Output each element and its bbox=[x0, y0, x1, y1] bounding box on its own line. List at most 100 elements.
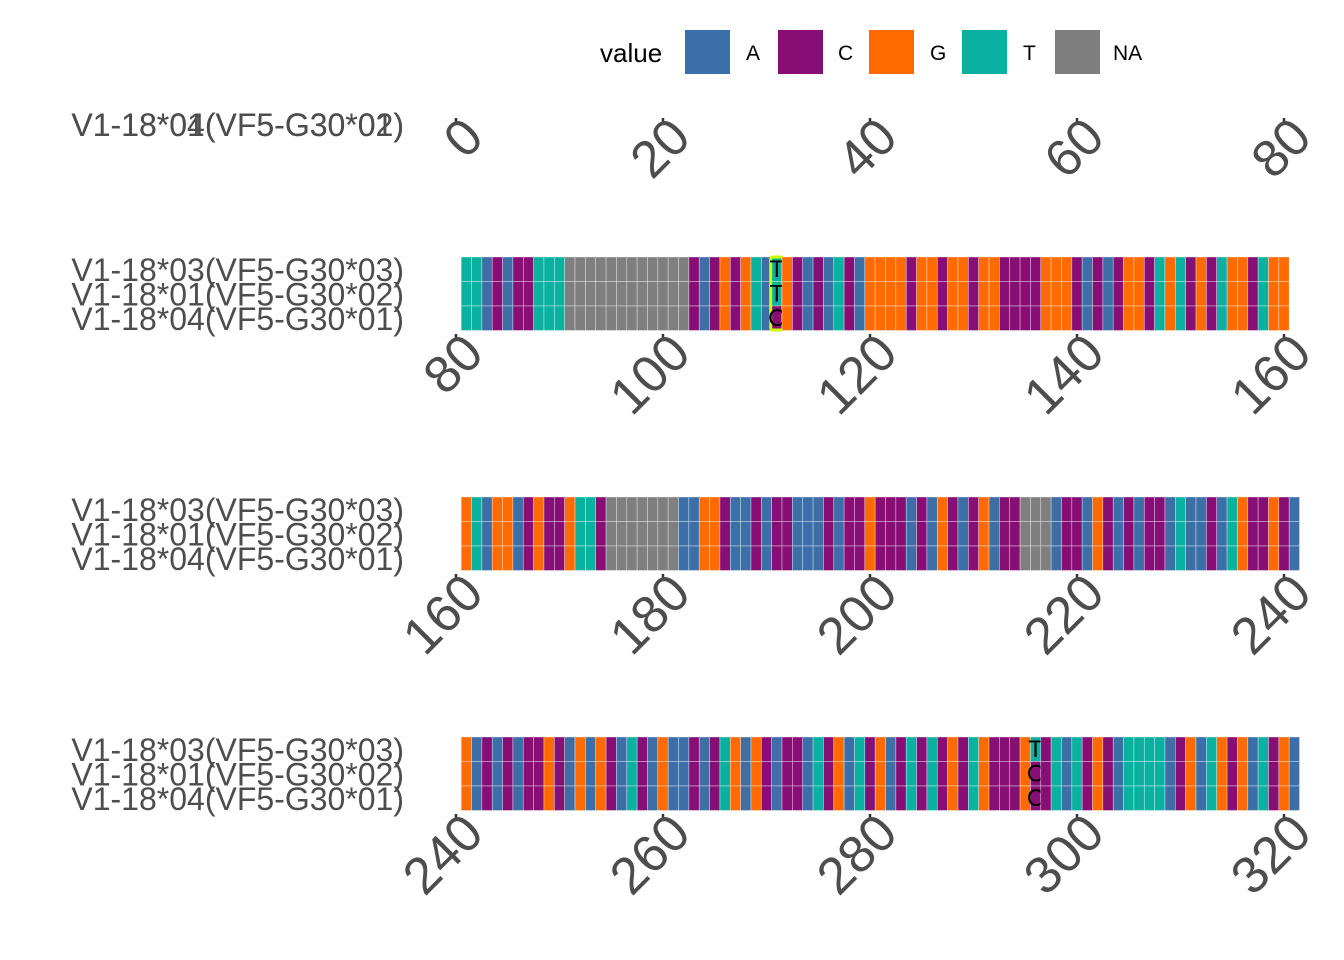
tile-3-239-row1 bbox=[1268, 496, 1280, 522]
tile-4-286-row1 bbox=[926, 736, 938, 762]
tile-4-288-row2 bbox=[947, 761, 959, 787]
tile-3-175-row1 bbox=[605, 496, 617, 522]
tile-2-98-row1 bbox=[636, 256, 648, 282]
tile-4-253-row3 bbox=[585, 785, 597, 811]
tile-4-259-row1 bbox=[647, 736, 659, 762]
tile-2-140-row2 bbox=[1071, 281, 1083, 307]
tile-2-108-row2 bbox=[740, 281, 752, 307]
tile-4-276-row2 bbox=[823, 761, 835, 787]
tile-3-174-row1 bbox=[595, 496, 607, 522]
tile-2-115-row2 bbox=[812, 281, 824, 307]
tile-3-234-row1 bbox=[1216, 496, 1228, 522]
tile-2-96-row2 bbox=[616, 281, 628, 307]
tile-2-127-row2 bbox=[936, 281, 948, 307]
tile-3-161-row1 bbox=[460, 496, 472, 522]
tile-4-312-row3 bbox=[1195, 785, 1207, 811]
tile-2-85-row1 bbox=[502, 256, 514, 282]
x-tick-label: 240 bbox=[1220, 563, 1322, 665]
tile-4-283-row2 bbox=[895, 761, 907, 787]
tile-3-212-row3 bbox=[988, 545, 1000, 571]
tile-4-243-row3 bbox=[481, 785, 493, 811]
tile-2-90-row1 bbox=[554, 256, 565, 282]
x-tick-label: 300 bbox=[1013, 803, 1115, 905]
tile-2-130-row2 bbox=[968, 281, 979, 307]
tile-3-184-row3 bbox=[698, 545, 710, 571]
tile-4-290-row1 bbox=[968, 736, 979, 762]
tile-4-278-row2 bbox=[843, 761, 855, 787]
tile-4-289-row3 bbox=[957, 785, 969, 811]
tile-4-269-row1 bbox=[750, 736, 762, 762]
tile-3-184-row1 bbox=[698, 496, 710, 522]
tile-2-113-row1 bbox=[792, 256, 804, 282]
tile-3-238-row2 bbox=[1257, 521, 1269, 547]
tile-4-249-row3 bbox=[543, 785, 555, 811]
tile-3-168-row1 bbox=[533, 496, 545, 522]
tile-3-187-row1 bbox=[729, 496, 741, 522]
tile-3-190-row3 bbox=[761, 545, 772, 571]
tile-3-223-row1 bbox=[1102, 496, 1114, 522]
tile-4-251-row2 bbox=[564, 761, 576, 787]
x-tick-label: 180 bbox=[599, 563, 701, 665]
tile-4-298-row3 bbox=[1050, 785, 1062, 811]
tile-4-310-row1 bbox=[1175, 736, 1186, 762]
tile-2-81-row3 bbox=[460, 305, 472, 331]
tile-2-100-row2 bbox=[657, 281, 669, 307]
tile-4-273-row2 bbox=[792, 761, 804, 787]
tile-2-116-row1 bbox=[823, 256, 835, 282]
tile-3-228-row3 bbox=[1154, 545, 1166, 571]
tile-4-274-row3 bbox=[802, 785, 814, 811]
tile-4-263-row3 bbox=[688, 785, 700, 811]
tile-3-200-row1 bbox=[864, 496, 876, 522]
tile-2-132-row3 bbox=[988, 305, 1000, 331]
tile-3-163-row3 bbox=[481, 545, 493, 571]
tile-2-131-row1 bbox=[978, 256, 990, 282]
tile-2-137-row1 bbox=[1040, 256, 1052, 282]
row-label: V1-18*04(VF5-G30*01) bbox=[71, 781, 404, 817]
tile-3-218-row2 bbox=[1050, 521, 1062, 547]
x-tick-label: 60 bbox=[1034, 107, 1116, 189]
tile-3-169-row2 bbox=[543, 521, 555, 547]
tile-4-284-row1 bbox=[905, 736, 917, 762]
tile-3-171-row1 bbox=[564, 496, 576, 522]
tile-4-287-row1 bbox=[936, 736, 948, 762]
tile-3-229-row3 bbox=[1164, 545, 1176, 571]
tile-4-263-row2 bbox=[688, 761, 700, 787]
tile-4-313-row2 bbox=[1206, 761, 1218, 787]
tile-2-109-row3 bbox=[750, 305, 762, 331]
tile-4-278-row3 bbox=[843, 785, 855, 811]
tile-2-109-row2 bbox=[750, 281, 762, 307]
tile-2-134-row2 bbox=[1009, 281, 1021, 307]
tile-3-176-row2 bbox=[616, 521, 628, 547]
tile-3-172-row3 bbox=[574, 545, 586, 571]
tile-4-319-row2 bbox=[1268, 761, 1280, 787]
tile-2-156-row3 bbox=[1237, 305, 1249, 331]
tile-2-86-row1 bbox=[512, 256, 524, 282]
tile-3-235-row2 bbox=[1226, 521, 1238, 547]
tile-4-294-row3 bbox=[1009, 785, 1021, 811]
tile-4-280-row1 bbox=[864, 736, 876, 762]
tile-2-133-row3 bbox=[999, 305, 1011, 331]
tile-3-208-row1 bbox=[947, 496, 959, 522]
tile-4-252-row2 bbox=[574, 761, 586, 787]
tile-4-302-row1 bbox=[1092, 736, 1104, 762]
tile-4-251-row3 bbox=[564, 785, 576, 811]
legend-title: value bbox=[600, 38, 662, 68]
tile-4-306-row3 bbox=[1133, 785, 1145, 811]
tile-2-94-row1 bbox=[595, 256, 607, 282]
tile-3-196-row1 bbox=[823, 496, 835, 522]
tile-3-162-row2 bbox=[471, 521, 483, 547]
tile-3-231-row1 bbox=[1185, 496, 1197, 522]
tile-3-214-row3 bbox=[1009, 545, 1021, 571]
tile-3-205-row1 bbox=[916, 496, 928, 522]
tile-2-134-row3 bbox=[1009, 305, 1021, 331]
tile-2-116-row3 bbox=[823, 305, 835, 331]
tile-3-165-row1 bbox=[502, 496, 514, 522]
tile-3-222-row2 bbox=[1092, 521, 1104, 547]
tile-4-304-row3 bbox=[1112, 785, 1124, 811]
tile-3-199-row2 bbox=[854, 521, 866, 547]
tile-3-172-row2 bbox=[574, 521, 586, 547]
tile-3-203-row3 bbox=[895, 545, 907, 571]
tile-2-147-row3 bbox=[1143, 305, 1155, 331]
tile-4-303-row2 bbox=[1102, 761, 1114, 787]
tile-3-234-row3 bbox=[1216, 545, 1228, 571]
